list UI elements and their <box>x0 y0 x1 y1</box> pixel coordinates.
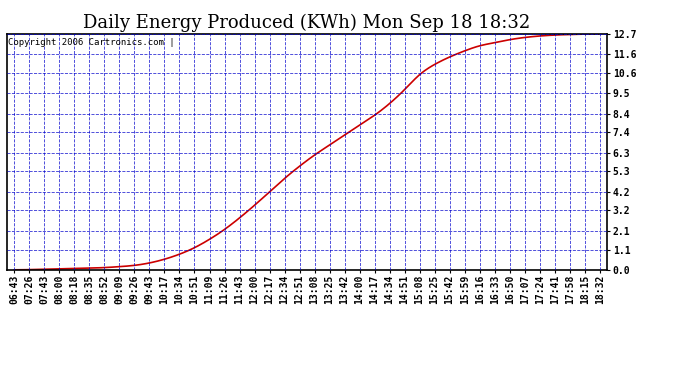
Title: Daily Energy Produced (KWh) Mon Sep 18 18:32: Daily Energy Produced (KWh) Mon Sep 18 1… <box>83 14 531 32</box>
Text: Copyright 2006 Cartronics.com |: Copyright 2006 Cartronics.com | <box>8 39 175 48</box>
